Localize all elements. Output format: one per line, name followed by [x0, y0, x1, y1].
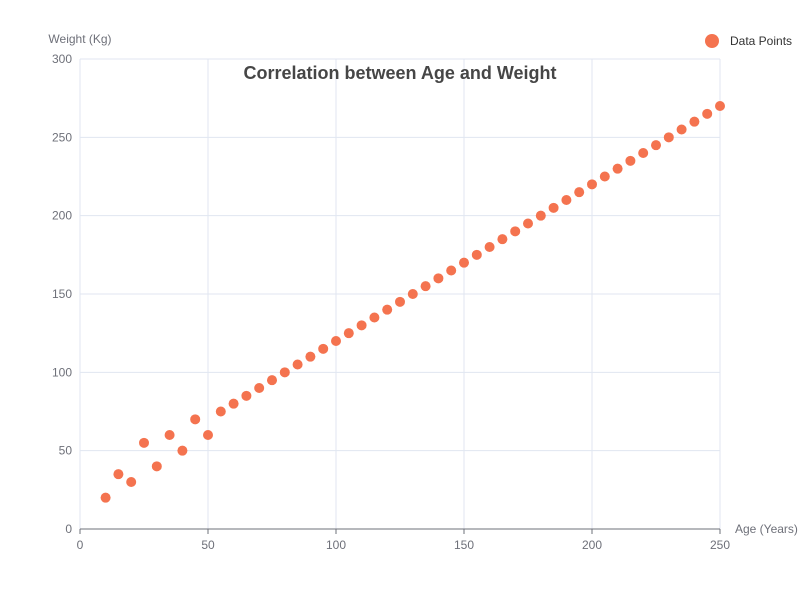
data-point[interactable]: [279, 367, 290, 378]
data-point[interactable]: [407, 289, 418, 299]
data-point[interactable]: [459, 257, 469, 268]
data-point[interactable]: [484, 242, 495, 252]
x-tick-label: 150: [454, 538, 474, 552]
data-point[interactable]: [356, 320, 367, 331]
data-point[interactable]: [395, 296, 405, 307]
data-point[interactable]: [292, 359, 303, 370]
data-points: [100, 101, 725, 503]
grid: [79, 58, 721, 529]
data-point[interactable]: [113, 469, 124, 480]
legend[interactable]: Data Points: [705, 34, 792, 48]
data-point[interactable]: [574, 187, 585, 198]
chart-title: Correlation between Age and Weight: [243, 63, 556, 83]
data-point[interactable]: [215, 406, 226, 417]
data-point[interactable]: [625, 155, 636, 166]
x-tick-label: 100: [326, 538, 346, 552]
data-point[interactable]: [561, 195, 572, 205]
data-point[interactable]: [523, 218, 533, 229]
data-point[interactable]: [126, 477, 137, 487]
x-tick-label: 50: [201, 538, 215, 552]
legend-marker: [705, 34, 719, 48]
data-point[interactable]: [599, 171, 610, 182]
tick-labels: 0 50 100 150 200 250 300 0 50 100 150 200 250: [52, 52, 730, 552]
data-point[interactable]: [241, 390, 252, 401]
data-point[interactable]: [190, 414, 201, 425]
data-point[interactable]: [689, 116, 700, 127]
data-point[interactable]: [139, 437, 149, 448]
x-tick-label: 200: [582, 538, 602, 552]
data-point[interactable]: [497, 234, 508, 245]
legend-label: Data Points: [730, 34, 792, 48]
data-point[interactable]: [663, 132, 674, 143]
y-axis-label: Weight (Kg): [48, 32, 111, 46]
data-point[interactable]: [651, 140, 661, 151]
x-tick-label: 250: [710, 538, 730, 552]
data-point[interactable]: [151, 461, 162, 472]
data-point[interactable]: [228, 398, 239, 409]
y-tick-label: 200: [52, 209, 72, 223]
y-tick-label: 300: [52, 52, 72, 66]
data-point[interactable]: [318, 343, 329, 354]
x-axis-label: Age (Years): [735, 522, 798, 536]
data-point[interactable]: [446, 265, 457, 276]
data-point[interactable]: [254, 383, 265, 393]
data-point[interactable]: [420, 281, 431, 292]
data-point[interactable]: [676, 124, 687, 135]
data-point[interactable]: [433, 273, 444, 284]
data-point[interactable]: [587, 179, 597, 190]
data-point[interactable]: [164, 430, 175, 440]
y-tick-label: 100: [52, 365, 72, 379]
data-point[interactable]: [638, 148, 649, 158]
x-tick-label: 0: [77, 538, 84, 552]
data-point[interactable]: [471, 249, 482, 260]
data-point[interactable]: [548, 202, 559, 213]
data-point[interactable]: [100, 492, 111, 503]
data-point[interactable]: [715, 101, 725, 111]
y-tick-label: 50: [59, 444, 73, 458]
y-tick-label: 250: [52, 130, 72, 144]
data-point[interactable]: [369, 312, 380, 323]
data-point[interactable]: [382, 304, 393, 315]
data-point[interactable]: [343, 328, 354, 339]
y-tick-label: 0: [65, 522, 72, 536]
data-point[interactable]: [702, 108, 713, 119]
data-point[interactable]: [510, 226, 521, 237]
data-point[interactable]: [203, 430, 213, 440]
data-point[interactable]: [177, 445, 188, 456]
data-point[interactable]: [331, 336, 341, 346]
data-point[interactable]: [612, 163, 623, 174]
y-tick-label: 150: [52, 287, 72, 301]
data-point[interactable]: [535, 210, 546, 221]
data-point[interactable]: [305, 351, 316, 362]
data-point[interactable]: [267, 375, 277, 386]
